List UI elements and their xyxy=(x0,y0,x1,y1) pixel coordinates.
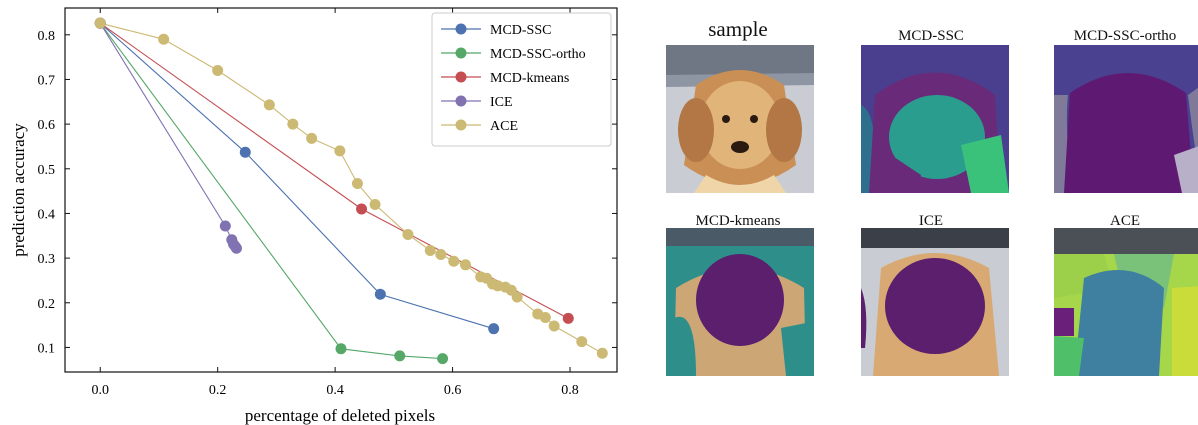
legend-label: ICE xyxy=(490,95,513,110)
data-point xyxy=(596,347,608,359)
x-tick-label: 0.6 xyxy=(444,383,462,398)
y-tick-label: 0.5 xyxy=(38,163,56,178)
panel-title-ace: ACE xyxy=(1110,213,1140,229)
data-point xyxy=(351,178,363,190)
data-point xyxy=(306,132,318,144)
panel-title-mcd-kmeans: MCD-kmeans xyxy=(695,213,781,229)
series-line xyxy=(99,22,237,249)
legend-marker xyxy=(455,119,467,131)
legend: MCD-SSC MCD-SSC-ortho MCD-kmeans ICE ACE xyxy=(431,12,612,147)
panel-title-mcd-ssc: MCD-SSC xyxy=(898,28,964,44)
data-point xyxy=(539,312,551,324)
mcd-ssc-segmentation-image xyxy=(861,45,1009,193)
x-axis-label: percentage of deleted pixels xyxy=(245,406,435,425)
legend-label: MCD-SSC xyxy=(490,23,551,38)
sample-dog-image xyxy=(666,45,814,193)
y-tick-label: 0.4 xyxy=(38,207,56,222)
legend-marker xyxy=(455,95,467,107)
data-point xyxy=(562,312,574,324)
data-point xyxy=(239,146,251,158)
series-line xyxy=(99,22,494,330)
y-tick-label: 0.3 xyxy=(38,252,56,267)
y-tick-label: 0.7 xyxy=(38,73,56,88)
x-tick-label: 0.8 xyxy=(561,383,579,398)
y-axis-label: prediction accuracy xyxy=(9,123,28,257)
data-point xyxy=(511,291,523,303)
data-point xyxy=(437,353,449,365)
x-tick-label: 0.2 xyxy=(209,383,227,398)
legend-label: MCD-kmeans xyxy=(490,71,569,86)
data-point xyxy=(448,255,460,267)
data-point xyxy=(435,249,447,261)
data-point xyxy=(158,33,170,45)
mcd-kmeans-segmentation-image xyxy=(666,228,814,376)
accuracy-line-chart: 0.0 0.2 0.4 0.6 0.80.10.20.30.40.50.60.70.8 … xyxy=(9,7,618,425)
legend-box xyxy=(431,12,612,147)
y-tick-label: 0.8 xyxy=(38,29,56,44)
data-point xyxy=(402,228,414,240)
data-point xyxy=(212,65,224,77)
y-tick-label: 0.6 xyxy=(38,118,56,133)
x-tick-label: 0.0 xyxy=(91,383,109,398)
ace-segmentation-image xyxy=(1054,228,1198,376)
data-point xyxy=(335,343,347,355)
data-point xyxy=(219,220,231,232)
plot-frame xyxy=(64,7,618,373)
panel-title-ice: ICE xyxy=(918,213,944,229)
data-point xyxy=(488,323,500,335)
data-point xyxy=(548,320,560,332)
legend-label: ACE xyxy=(490,119,518,134)
mcd-ssc-ortho-segmentation-image xyxy=(1054,45,1198,193)
panel-title-sample: sample xyxy=(708,17,768,41)
ice-segmentation-image xyxy=(861,228,1009,376)
x-tick-label: 0.4 xyxy=(326,383,344,398)
data-point xyxy=(94,17,106,29)
legend-marker xyxy=(455,23,467,35)
data-point xyxy=(394,350,406,362)
panel-title-mcd-ssc-ortho: MCD-SSC-ortho xyxy=(1073,28,1177,44)
y-tick-label: 0.2 xyxy=(38,297,56,312)
data-point xyxy=(334,145,346,157)
legend-marker xyxy=(455,71,467,83)
data-point xyxy=(263,99,275,111)
data-point xyxy=(459,259,471,271)
legend-label: MCD-SSC-ortho xyxy=(490,47,586,62)
data-point xyxy=(374,288,386,300)
data-point xyxy=(356,203,368,215)
data-point xyxy=(287,118,299,130)
data-point xyxy=(424,245,436,257)
series-line xyxy=(99,22,443,360)
data-point xyxy=(230,242,242,254)
data-point xyxy=(576,336,588,348)
y-tick-label: 0.1 xyxy=(38,341,56,356)
legend-marker xyxy=(455,47,467,59)
data-point xyxy=(369,199,381,211)
